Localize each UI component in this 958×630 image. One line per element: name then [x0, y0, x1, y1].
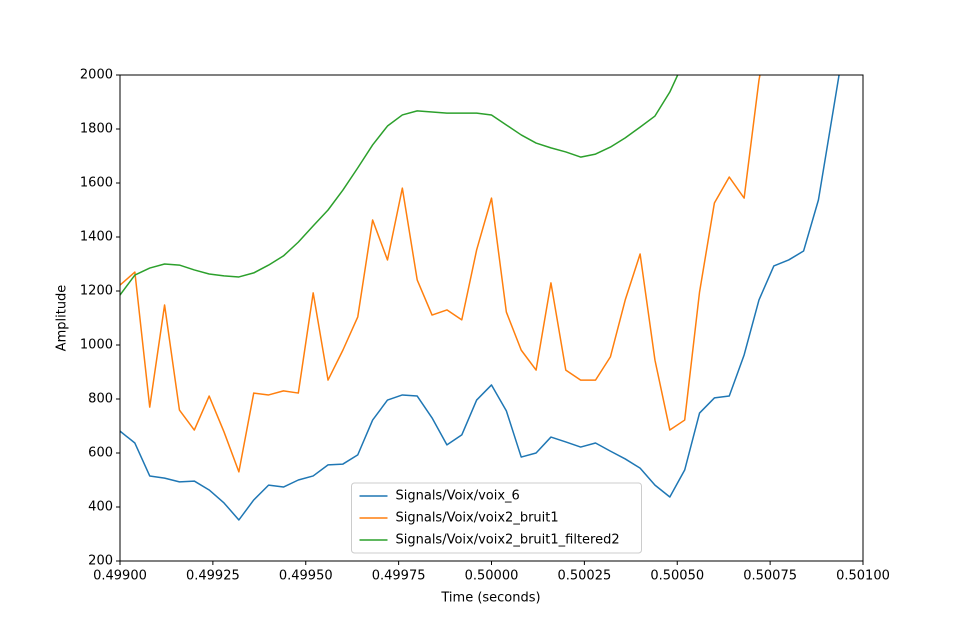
y-tick-label: 1400 — [80, 230, 113, 245]
x-tick-label: 0.50100 — [836, 569, 890, 584]
series-line — [120, 75, 679, 296]
legend-label: Signals/Voix/voix2_bruit1_filtered2 — [396, 533, 620, 548]
x-tick-label: 0.50025 — [557, 569, 611, 584]
y-tick-label: 2000 — [80, 68, 113, 83]
x-tick-label: 0.49975 — [372, 569, 426, 584]
y-tick-label: 200 — [88, 554, 113, 569]
y-axis-label: Amplitude — [55, 285, 70, 352]
y-tick-label: 1200 — [80, 284, 113, 299]
x-tick-label: 0.49950 — [279, 569, 333, 584]
y-tick-label: 400 — [88, 500, 113, 515]
series-line — [120, 75, 761, 473]
x-axis-label: Time (seconds) — [440, 591, 540, 606]
x-tick-label: 0.50050 — [650, 569, 704, 584]
legend-label: Signals/Voix/voix2_bruit1 — [396, 511, 559, 526]
legend-label: Signals/Voix/voix_6 — [396, 489, 520, 504]
series-line — [120, 75, 840, 521]
legend-box — [351, 482, 642, 554]
x-tick-label: 0.49900 — [93, 569, 147, 584]
y-tick-label: 800 — [88, 392, 113, 407]
y-tick-label: 1800 — [80, 122, 113, 137]
x-tick-label: 0.50000 — [465, 569, 519, 584]
x-tick-label: 0.50075 — [743, 569, 797, 584]
plot-area — [120, 75, 840, 521]
y-tick-label: 600 — [88, 446, 113, 461]
y-tick-label: 1600 — [80, 176, 113, 191]
x-tick-label: 0.49925 — [186, 569, 240, 584]
y-tick-label: 1000 — [80, 338, 113, 353]
